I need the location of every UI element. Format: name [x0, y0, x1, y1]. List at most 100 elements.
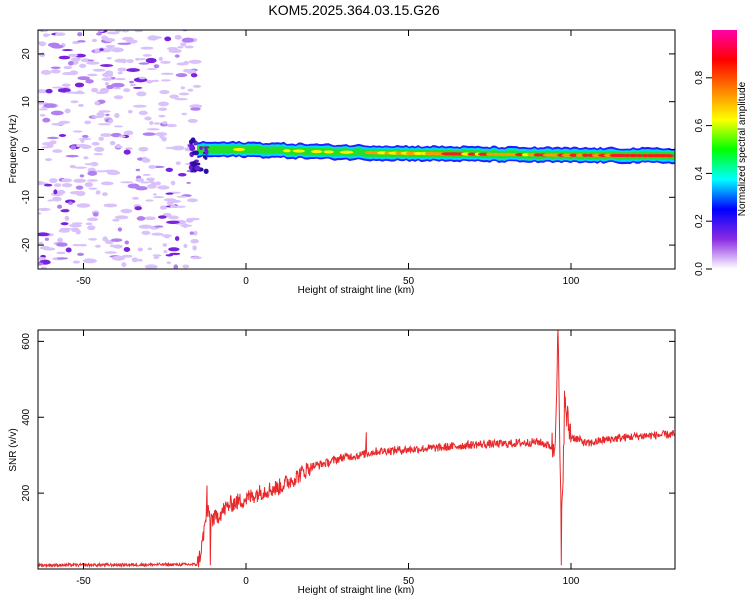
spectrogram-noise-blob: [47, 199, 54, 202]
spectrogram-noise-blob: [117, 42, 132, 45]
spectrogram-noise-blob: [144, 116, 152, 121]
spectrogram-noise-blob: [161, 121, 168, 125]
spectrogram-noise-blob: [38, 232, 50, 237]
spectrogram-noise-blob: [90, 161, 99, 167]
spectrogram-noise-blob: [121, 254, 133, 258]
spectrogram-noise-blob: [38, 89, 49, 94]
spectrogram-noise-blob: [138, 76, 146, 80]
spectrogram-ridge-core: [635, 153, 643, 158]
spectrogram-noise-blob: [149, 36, 163, 39]
spectrogram-noise-blob: [131, 196, 140, 200]
spectrogram-noise-blob: [154, 132, 168, 137]
spectrogram-noise-blob: [123, 88, 131, 93]
spectrogram-noise-blob: [186, 181, 191, 184]
spectrogram-noise-blob: [146, 177, 155, 182]
spectrogram-noise-blob: [123, 130, 134, 136]
spectrogram-noise-blob: [142, 54, 152, 57]
spectrogram-noise-blob: [126, 39, 138, 44]
spectrogram-onset-blob: [202, 155, 207, 159]
spectrogram-noise-blob: [78, 137, 92, 141]
spectrogram-noise-blob: [94, 244, 101, 248]
spectrogram-noise-blob: [142, 173, 151, 176]
spectrogram-noise-blob: [38, 41, 42, 44]
spectrogram-noise-blob: [144, 216, 156, 221]
spectrogram-x-tick-label: 50: [403, 276, 415, 287]
spectrogram-noise-blob: [79, 174, 85, 178]
spectrogram-panel: -50 0 50 100 -20 -10 0 10 20 Height of straight…: [8, 29, 676, 296]
spectrogram-noise-blob: [77, 76, 91, 81]
spectrogram-noise-blob: [108, 119, 113, 124]
spectrogram-noise-blob: [189, 231, 194, 235]
spectrogram-noise-blob: [40, 70, 52, 75]
spectrogram-onset-blob: [192, 150, 199, 156]
spectrogram-y-tick-label: 20: [21, 48, 32, 60]
spectrogram-ridge-core: [515, 153, 525, 157]
spectrogram-noise-blob: [126, 68, 140, 72]
spectrogram-onset-blob: [190, 137, 196, 144]
spectrogram-noise-blob: [92, 68, 106, 72]
spectrogram-noise-blob: [86, 61, 100, 65]
colorbar-tick-label: 0.2: [694, 214, 705, 228]
spectrogram-noise-blob: [50, 110, 64, 116]
spectrogram-noise-blob: [77, 32, 83, 37]
spectrogram-noise-blob: [121, 262, 127, 268]
snr-panel: -50 0 50 100 200 400 600 Height of straight l…: [8, 329, 676, 596]
spectrogram-noise-blob: [99, 87, 110, 94]
spectrogram-noise-blob: [158, 56, 163, 62]
spectrogram-ridge-core: [575, 153, 583, 157]
spectrogram-noise-blob: [131, 257, 139, 263]
spectrogram-noise-blob: [100, 181, 114, 186]
spectrogram-noise-blob: [87, 225, 96, 231]
colorbar-tick-label: 0.4: [694, 166, 705, 180]
spectrogram-noise-blob: [86, 217, 99, 222]
spectrogram-noise-blob: [49, 178, 58, 184]
spectrogram-noise-blob: [56, 251, 66, 255]
spectrogram-noise-blob: [136, 58, 147, 61]
spectrogram-noise-blob: [176, 62, 187, 66]
spectrogram-noise-blob: [38, 212, 42, 215]
spectrogram-noise-blob: [114, 113, 120, 119]
spectrogram-noise-blob: [174, 54, 180, 58]
spectrogram-noise-blob: [182, 264, 190, 269]
spectrogram-ridge-core: [282, 149, 291, 153]
spectrogram-noise-blob: [187, 198, 198, 203]
spectrogram-noise-blob: [45, 88, 53, 94]
spectrogram-noise-blob: [174, 97, 188, 101]
spectrogram-noise-blob: [136, 216, 146, 221]
spectrogram-noise-blob: [73, 166, 87, 169]
spectrogram-noise-blob: [110, 238, 123, 242]
spectrogram-noise-blob: [165, 167, 174, 172]
spectrogram-noise-blob: [157, 185, 170, 190]
spectrogram-noise-blob: [183, 243, 188, 248]
spectrogram-noise-blob: [145, 57, 157, 64]
spectrogram-noise-blob: [61, 178, 73, 183]
spectrogram-noise-blob: [138, 146, 149, 152]
spectrogram-noise-blob: [91, 38, 98, 43]
spectrogram-noise-blob: [190, 239, 199, 244]
spectrogram-noise-blob: [38, 108, 48, 111]
spectrogram-ridge-core: [292, 149, 305, 153]
spectrogram-noise-blob: [151, 79, 160, 82]
spectrogram-noise-blob: [136, 91, 147, 97]
snr-plot-area: [38, 330, 675, 569]
spectrogram-noise-blob: [71, 227, 79, 231]
spectrogram-noise-blob: [160, 79, 172, 82]
spectrogram-noise-blob: [75, 144, 89, 148]
spectrogram-noise-blob: [114, 215, 129, 220]
spectrogram-noise-blob: [64, 108, 71, 114]
spectrogram-noise-blob: [72, 243, 82, 247]
spectrogram-onset-blob: [199, 146, 203, 151]
spectrogram-noise-blob: [177, 46, 184, 49]
spectrogram-noise-blob: [83, 156, 89, 160]
spectrogram-noise-blob: [44, 237, 49, 241]
spectrogram-noise-blob: [152, 196, 165, 199]
spectrogram-noise-blob: [69, 190, 84, 195]
spectrogram-noise-blob: [73, 178, 87, 183]
spectrogram-noise-blob: [159, 205, 168, 210]
spectrogram-ridge-core: [628, 153, 639, 158]
spectrogram-noise-blob: [63, 65, 73, 70]
spectrogram-noise-blob: [39, 52, 46, 58]
spectrogram-noise-blob: [87, 170, 98, 176]
spectrogram-ridge-core: [467, 152, 477, 156]
spectrogram-noise-blob: [166, 201, 174, 206]
